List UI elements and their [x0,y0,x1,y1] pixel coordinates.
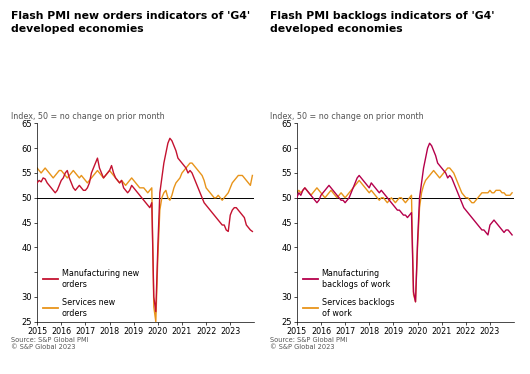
Text: Source: S&P Global PMI
© S&P Global 2023: Source: S&P Global PMI © S&P Global 2023 [270,337,348,350]
Text: Flash PMI backlogs indicators of 'G4'
developed economies: Flash PMI backlogs indicators of 'G4' de… [270,11,495,34]
Text: Index, 50 = no change on prior month: Index, 50 = no change on prior month [270,112,424,121]
Text: Index, 50 = no change on prior month: Index, 50 = no change on prior month [11,112,164,121]
Legend: Manufacturing new
orders, Services new
orders: Manufacturing new orders, Services new o… [43,269,139,318]
Text: Flash PMI new orders indicators of 'G4'
developed economies: Flash PMI new orders indicators of 'G4' … [11,11,250,34]
Legend: Manufacturing
backlogs of work, Services backlogs
of work: Manufacturing backlogs of work, Services… [303,269,394,318]
Text: Source: S&P Global PMI
© S&P Global 2023: Source: S&P Global PMI © S&P Global 2023 [11,337,88,350]
